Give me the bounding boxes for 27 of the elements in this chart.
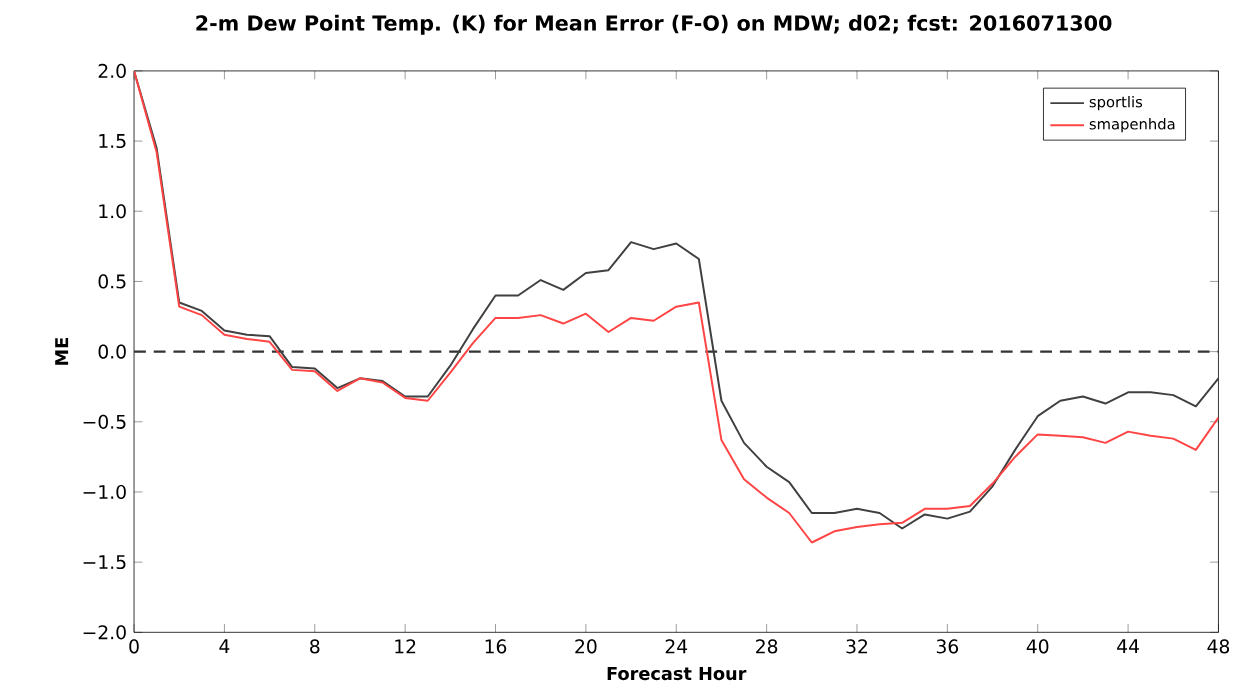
x-tick-label: 20 [575,639,597,654]
x-tick-label: 0 [129,639,139,654]
chart-title: 2-m Dew Point Temp. (K) for Mean Error (F-O) on MDW; d02; fcst: 2016071300 [196,14,1112,35]
y-tick-label: −1.5 [83,554,126,569]
x-tick-label: 16 [485,639,507,654]
x-tick-label: 44 [1117,639,1139,653]
y-tick-label: −2.0 [83,625,126,640]
x-tick-label: 8 [310,639,320,654]
y-tick-label: −1.0 [83,484,126,499]
x-tick-label: 48 [1207,639,1230,654]
y-axis-title: ME [55,337,69,365]
x-tick-label: 4 [219,639,230,653]
y-tick-label: 2.0 [98,63,126,78]
y-tick-label: 0.0 [98,344,126,359]
legend-label: sportlis [1089,95,1143,111]
y-tick-label: −0.5 [83,414,126,429]
x-tick-label: 12 [395,639,416,653]
x-tick-label: 40 [1026,639,1049,654]
legend-label: smapenhda [1089,117,1175,133]
x-tick-label: 36 [936,639,959,654]
x-axis-title: Forecast Hour [607,666,747,680]
y-tick-label: 1.5 [99,133,126,148]
y-tick-label: 1.0 [99,203,126,219]
x-tick-label: 28 [756,639,778,654]
x-tick-label: 24 [665,639,688,653]
y-tick-label: 0.5 [98,274,126,289]
x-tick-label: 32 [846,639,868,654]
